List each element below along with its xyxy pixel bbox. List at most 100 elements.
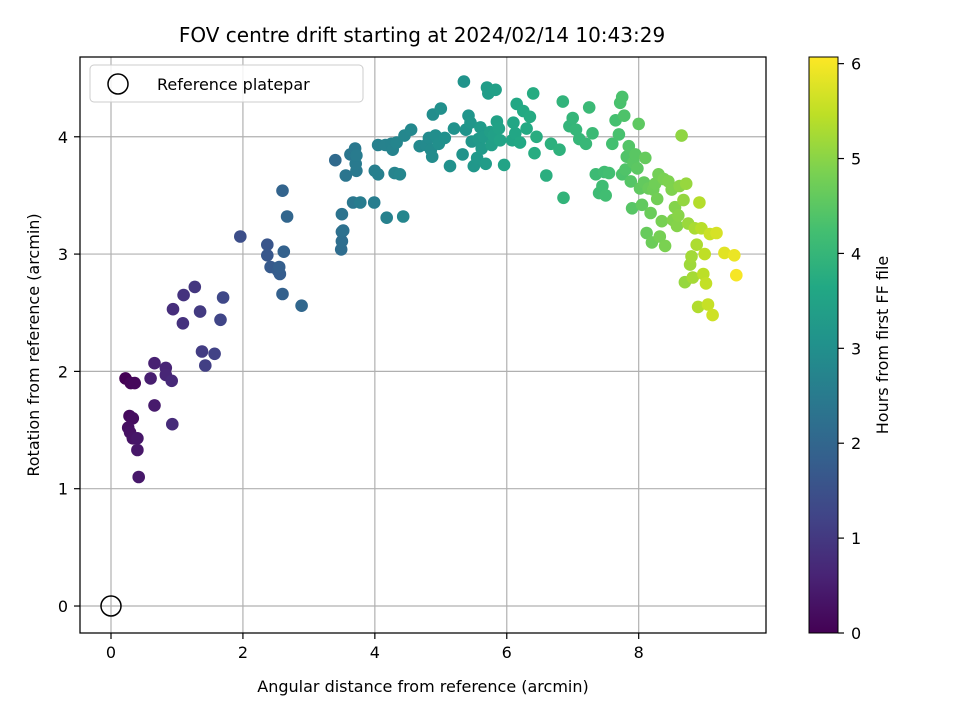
data-point [425,150,439,163]
data-point [493,134,507,147]
data-points [119,75,743,484]
data-point [617,109,631,122]
colorbar-ticks: 0 1 2 3 4 5 6 [838,55,861,643]
data-point [530,130,543,144]
data-point [599,189,612,202]
data-point [635,198,649,212]
data-point [272,260,286,274]
data-point [371,168,385,181]
data-point [566,111,579,125]
x-tick-label: 0 [106,643,116,662]
data-point [579,137,593,151]
colorbar-gradient [808,56,839,634]
data-point [639,151,652,165]
data-point [650,192,664,206]
grid-lines [80,57,766,633]
data-point [464,116,477,129]
plot-frame [79,56,767,634]
reference-marker [100,595,122,617]
data-point [528,146,541,160]
data-point [523,110,537,124]
data-point [456,148,469,161]
colorbar-tick-label: 1 [851,529,861,548]
data-point [199,359,212,372]
data-point [234,230,247,243]
y-tick-label: 2 [58,362,68,381]
legend-marker-open-circle [107,73,129,95]
data-point [710,226,723,240]
data-point [176,317,190,330]
data-point [261,238,274,251]
data-point [276,184,289,197]
data-point [624,175,638,188]
data-point [148,356,161,370]
legend-entry: Reference platepar [157,75,310,94]
data-point [489,83,502,97]
data-point [126,412,140,425]
data-point [131,443,144,457]
data-point [166,417,179,431]
data-point [193,305,207,318]
colorbar-tick-label: 5 [851,150,861,169]
colorbar-tick-label: 3 [851,339,861,358]
data-point [166,302,180,316]
data-point [540,169,553,182]
data-point [653,230,667,243]
data-point [497,158,511,172]
data-point [335,207,349,221]
colorbar-tick-label: 6 [851,55,861,74]
data-point [276,287,289,301]
y-tick-label: 0 [58,597,68,616]
x-tick-label: 2 [238,643,248,662]
data-point [730,268,743,282]
data-point [606,137,619,151]
data-point [672,209,685,222]
data-point [492,122,506,135]
y-axis-label: Rotation from reference (arcmin) [24,213,43,476]
data-point [208,347,221,361]
data-point [475,142,489,155]
data-point [582,101,596,114]
data-point [144,372,157,385]
data-point [295,299,308,313]
data-point [216,291,230,304]
y-tick-label: 1 [58,480,68,499]
data-point [404,123,418,136]
x-tick-label: 6 [502,643,512,662]
x-tick-label: 4 [370,643,380,662]
x-axis-ticks: 0 2 4 6 8 [106,633,644,662]
data-point [479,157,493,171]
y-tick-label: 4 [58,128,68,147]
data-point [261,249,274,262]
data-point [706,308,719,322]
data-point [438,131,452,145]
data-point [632,117,645,131]
data-point [195,345,209,358]
x-tick-label: 8 [634,643,644,662]
data-point [675,129,688,142]
data-point [457,75,471,88]
data-point [132,470,145,484]
data-point [339,169,353,182]
data-point [655,214,669,228]
data-point [677,193,690,207]
data-point [625,202,639,215]
data-point [728,249,741,262]
data-point [557,191,570,205]
data-point [690,238,703,251]
data-point [602,166,616,180]
colorbar-tick-label: 2 [851,434,861,453]
data-point [507,116,520,129]
data-point [691,300,705,314]
chart-title: FOV centre drift starting at 2024/02/14 … [179,23,665,47]
data-point [586,127,599,140]
data-point [629,148,642,161]
data-point [509,127,522,140]
data-point [612,128,626,141]
data-point [693,196,706,209]
data-point [367,196,381,209]
colorbar: 0 1 2 3 4 5 6 Hours from first FF file [808,55,892,643]
data-point [701,298,715,311]
legend-box [89,64,364,103]
data-point [698,247,711,261]
